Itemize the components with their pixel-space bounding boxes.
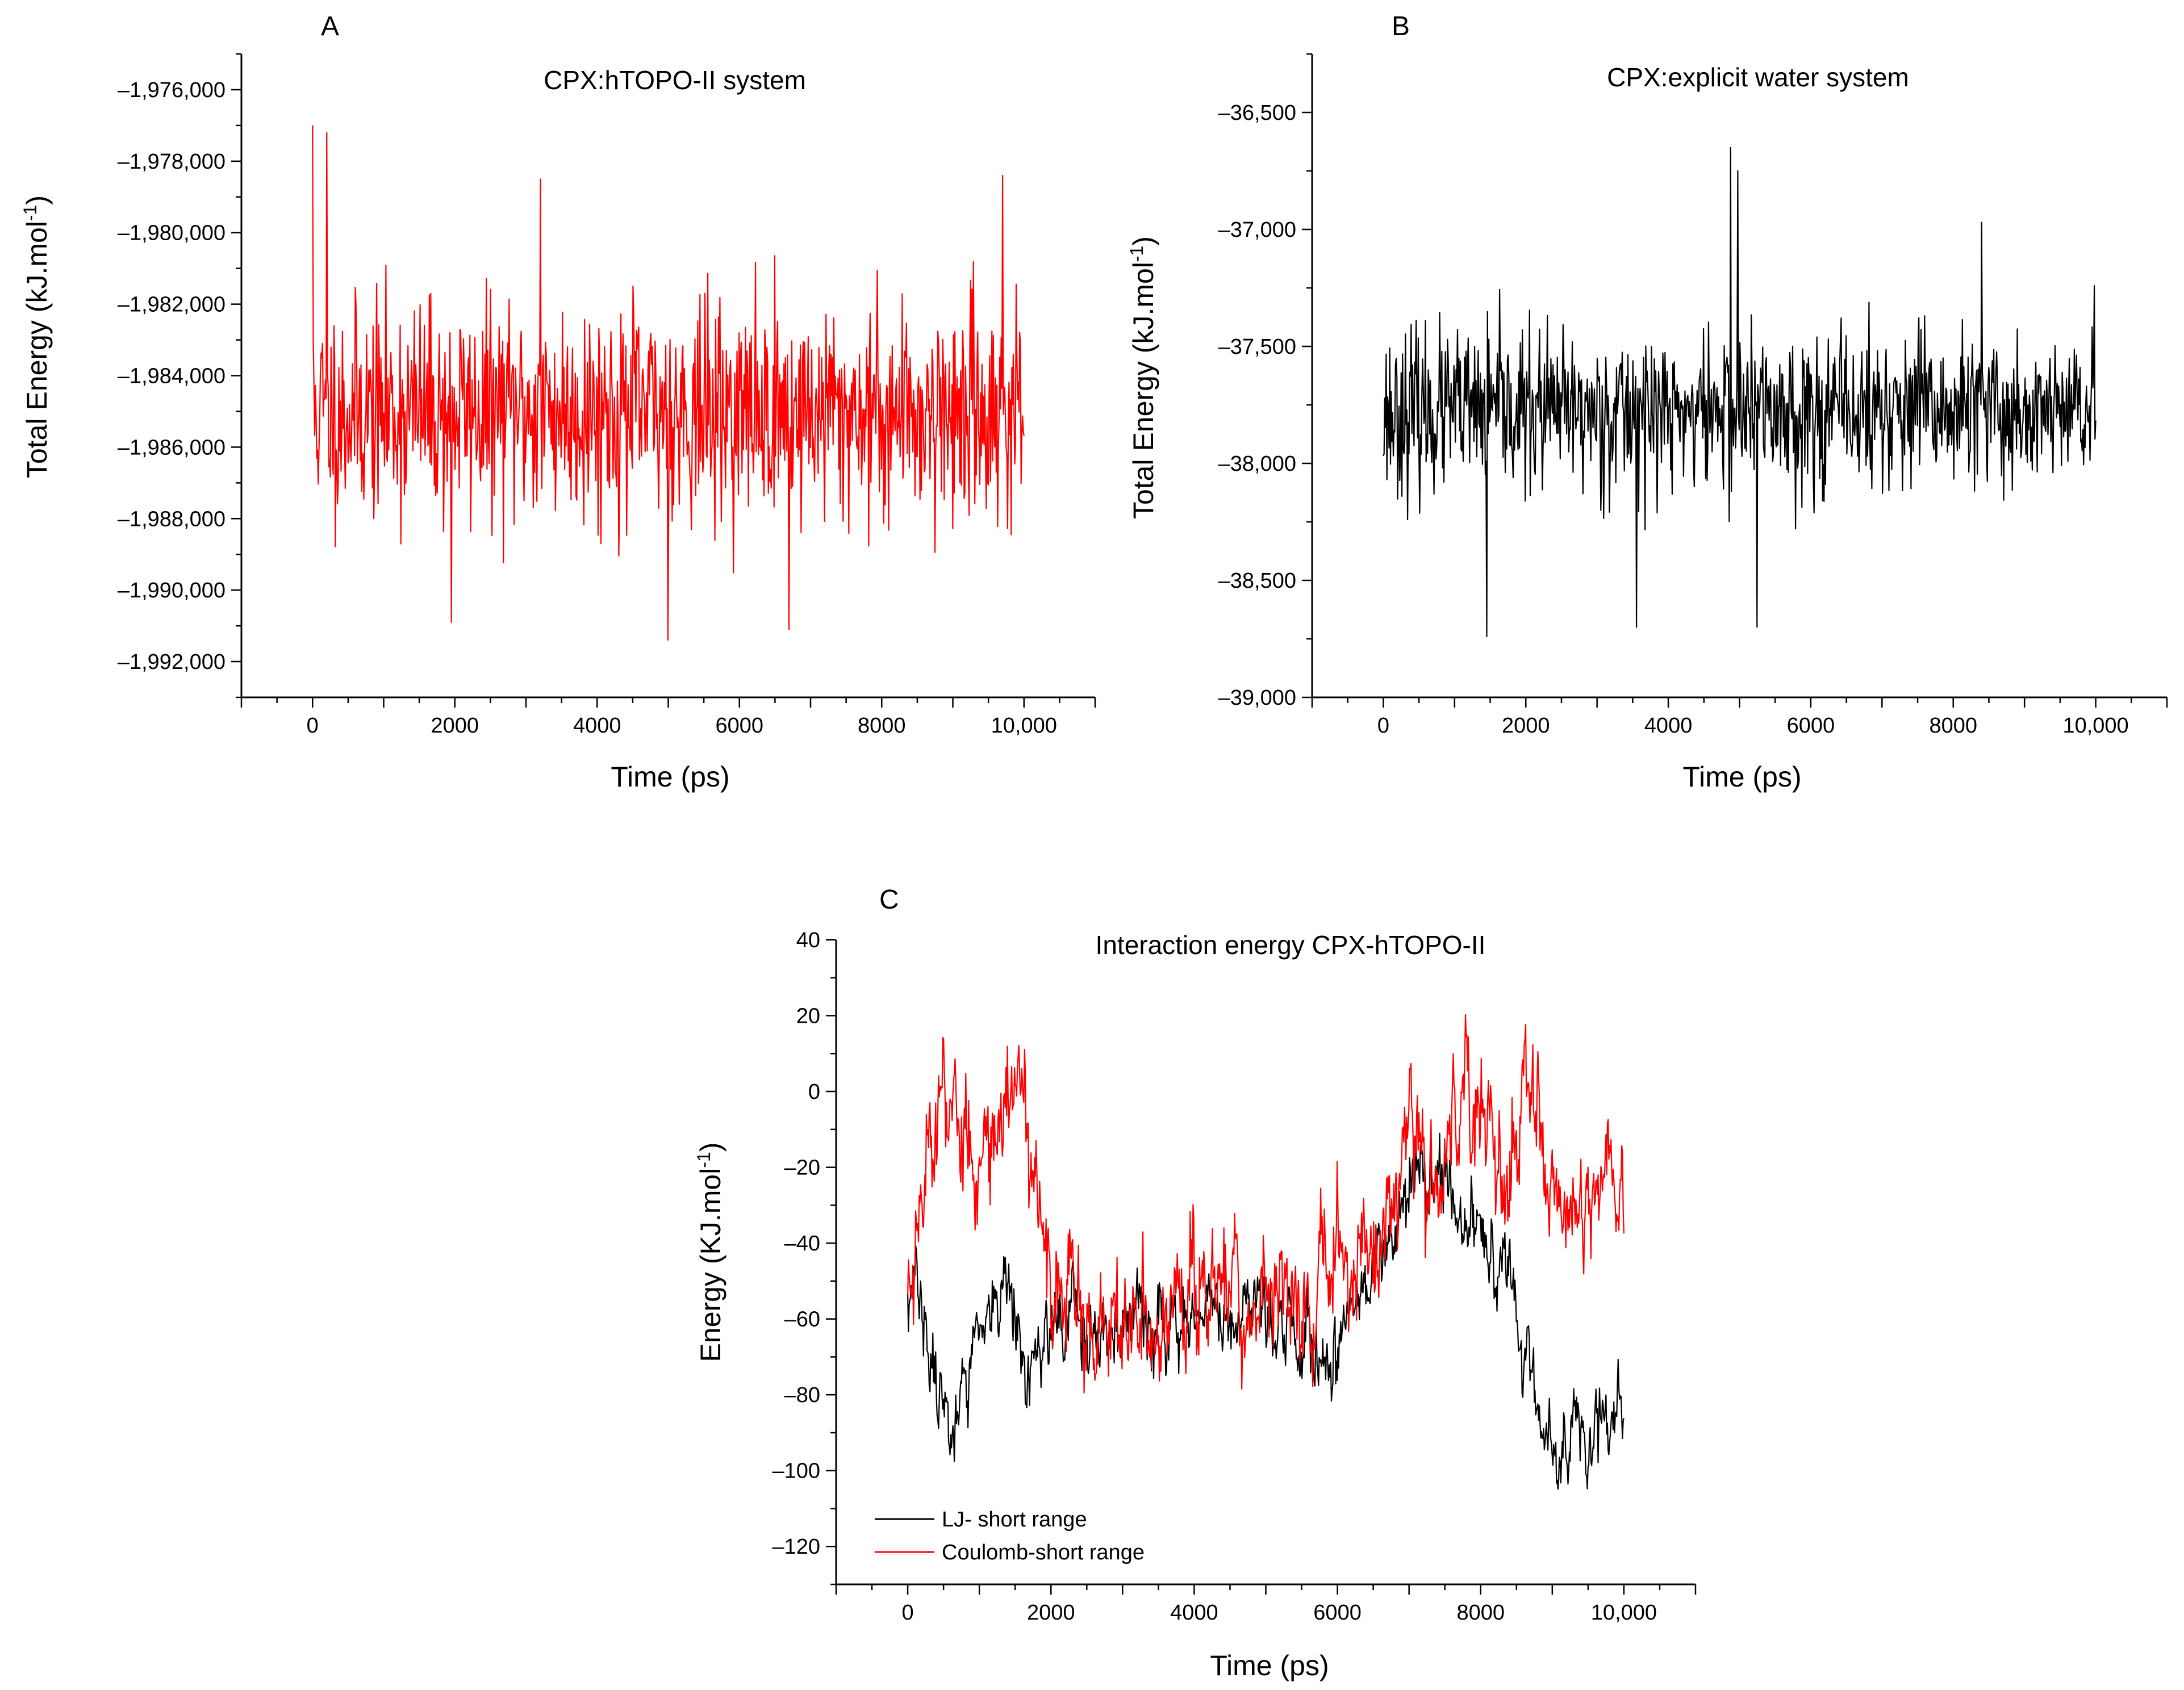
panel-c-x-tick-label: 6000 [1313,1601,1362,1625]
panel-a-xlabel: Time (ps) [611,761,729,793]
panel-a-x-tick-label: 8000 [858,714,906,738]
panel-a-y-tick-label: –1,982,000 [118,293,226,317]
panel-c: C Interaction energy CPX-hTOPO-II Time (… [694,885,1697,1681]
panel-a-y-tick-label: –1,984,000 [118,365,226,388]
panel-b-y-tick-label: –36,500 [1218,101,1296,125]
panel-b: B CPX:explicit water system Time (ps) To… [1126,11,2168,793]
panel-b-xlabel: Time (ps) [1682,761,1801,793]
panel-c-ylabel: Energy (KJ.mol-1) [694,1143,726,1362]
panel-a-ylabel-sup: -1 [20,205,40,221]
panel-c-y-tick-label: –100 [772,1459,820,1483]
panel-c-x-tick-label: 4000 [1170,1601,1218,1625]
panel-c-x-tick-label: 2000 [1027,1601,1075,1625]
panel-c-y-tick-label: 20 [796,1005,820,1028]
panel-a-ylabel-main: Total Energy (kJ.mol [21,221,53,478]
panel-b-x-tick-label: 2000 [1502,714,1550,738]
panel-c-y-tick-label: –40 [784,1232,820,1256]
panel-c-plot: 0 2000 4000 6000 8000 10,000 40 20 0 –20 –40 –60 –80… [772,928,1697,1625]
legend-label-coulomb: Coulomb-short range [942,1541,1145,1564]
panel-b-ylabel-main: Total Energy (kJ.mol [1128,262,1159,519]
panel-c-y-tick-label: –20 [784,1156,820,1180]
panel-c-ylabel-main: Energy (KJ.mol [695,1168,726,1362]
panel-c-y-tick-label: 40 [796,928,820,952]
panel-a-y-tick-label: –1,980,000 [118,221,226,245]
panel-a-letter: A [321,11,339,41]
panel-c-x-tick-label: 0 [902,1601,914,1625]
panel-a-x-tick-label: 0 [307,714,319,738]
panel-a-y-tick-label: –1,990,000 [118,579,226,603]
panel-b-x-tick-label: 6000 [1787,714,1835,738]
panel-b-y-tick-label: –38,000 [1218,452,1296,476]
panel-a-y-tick-label: –1,978,000 [118,150,226,174]
panel-c-y-tick-label: –80 [784,1383,820,1407]
panel-c-legend: LJ- short range Coulomb-short range [875,1508,1145,1564]
panel-c-y-tick-label: 0 [808,1080,820,1104]
panel-c-title: Interaction energy CPX-hTOPO-II [1096,930,1486,960]
panel-b-y-tick-label: –39,000 [1218,686,1296,710]
panel-a-y-tick-label: –1,992,000 [118,650,226,674]
panel-a-plot: 0 2000 4000 6000 8000 10,000 –1,976,000 –1,978,… [118,53,1096,738]
panel-b-plot: 0 2000 4000 6000 8000 10,000 –36,500 –37,000 –37… [1218,53,2168,738]
panel-b-x-tick-label: 4000 [1644,714,1693,738]
panel-a-series-1 [312,125,1025,641]
panel-c-y-tick-label: –60 [784,1308,820,1332]
panel-b-ylabel-tail: ) [1128,236,1159,246]
panel-b-title: CPX:explicit water system [1607,62,1909,92]
panel-b-y-tick-label: –37,000 [1218,218,1296,242]
panel-a-y-tick-label: –1,988,000 [118,507,226,531]
panel-b-ylabel: Total Energy (kJ.mol-1) [1126,236,1159,519]
panel-a-x-tick-label: 6000 [715,714,763,738]
legend-label-lj: LJ- short range [942,1508,1087,1532]
panel-b-series-1 [1383,147,2097,637]
panel-b-letter: B [1392,11,1410,41]
panel-a-title: CPX:hTOPO-II system [544,65,806,95]
panel-a-x-tick-label: 4000 [573,714,621,738]
panel-a: A CPX:hTOPO-II system Time (ps) Total En… [20,11,1096,793]
panel-c-ylabel-sup: -1 [694,1152,714,1168]
panel-a-y-tick-label: –1,976,000 [118,78,226,102]
panel-b-x-tick-label: 10,000 [2062,714,2128,738]
panel-b-y-tick-label: –37,500 [1218,335,1296,359]
panel-c-letter: C [879,885,899,915]
panel-c-y-tick-label: –120 [772,1535,820,1559]
panel-b-x-tick-label: 0 [1377,714,1389,738]
panel-a-x-tick-label: 10,000 [991,714,1057,738]
panel-c-series-1 [907,1132,1625,1490]
panel-c-series-2 [907,1014,1625,1394]
panel-a-ylabel: Total Energy (kJ.mol-1) [20,195,53,478]
panel-c-xlabel: Time (ps) [1210,1650,1329,1681]
panel-b-x-tick-label: 8000 [1929,714,1977,738]
panel-a-x-tick-label: 2000 [431,714,479,738]
panel-b-y-tick-label: –38,500 [1218,569,1296,593]
panel-c-x-tick-label: 8000 [1456,1601,1505,1625]
panel-a-y-tick-label: –1,986,000 [118,436,226,459]
panel-b-ylabel-sup: -1 [1126,246,1147,262]
panel-c-ylabel-tail: ) [695,1143,726,1152]
panel-c-x-tick-label: 10,000 [1591,1601,1657,1625]
panel-a-ylabel-tail: ) [21,195,53,205]
